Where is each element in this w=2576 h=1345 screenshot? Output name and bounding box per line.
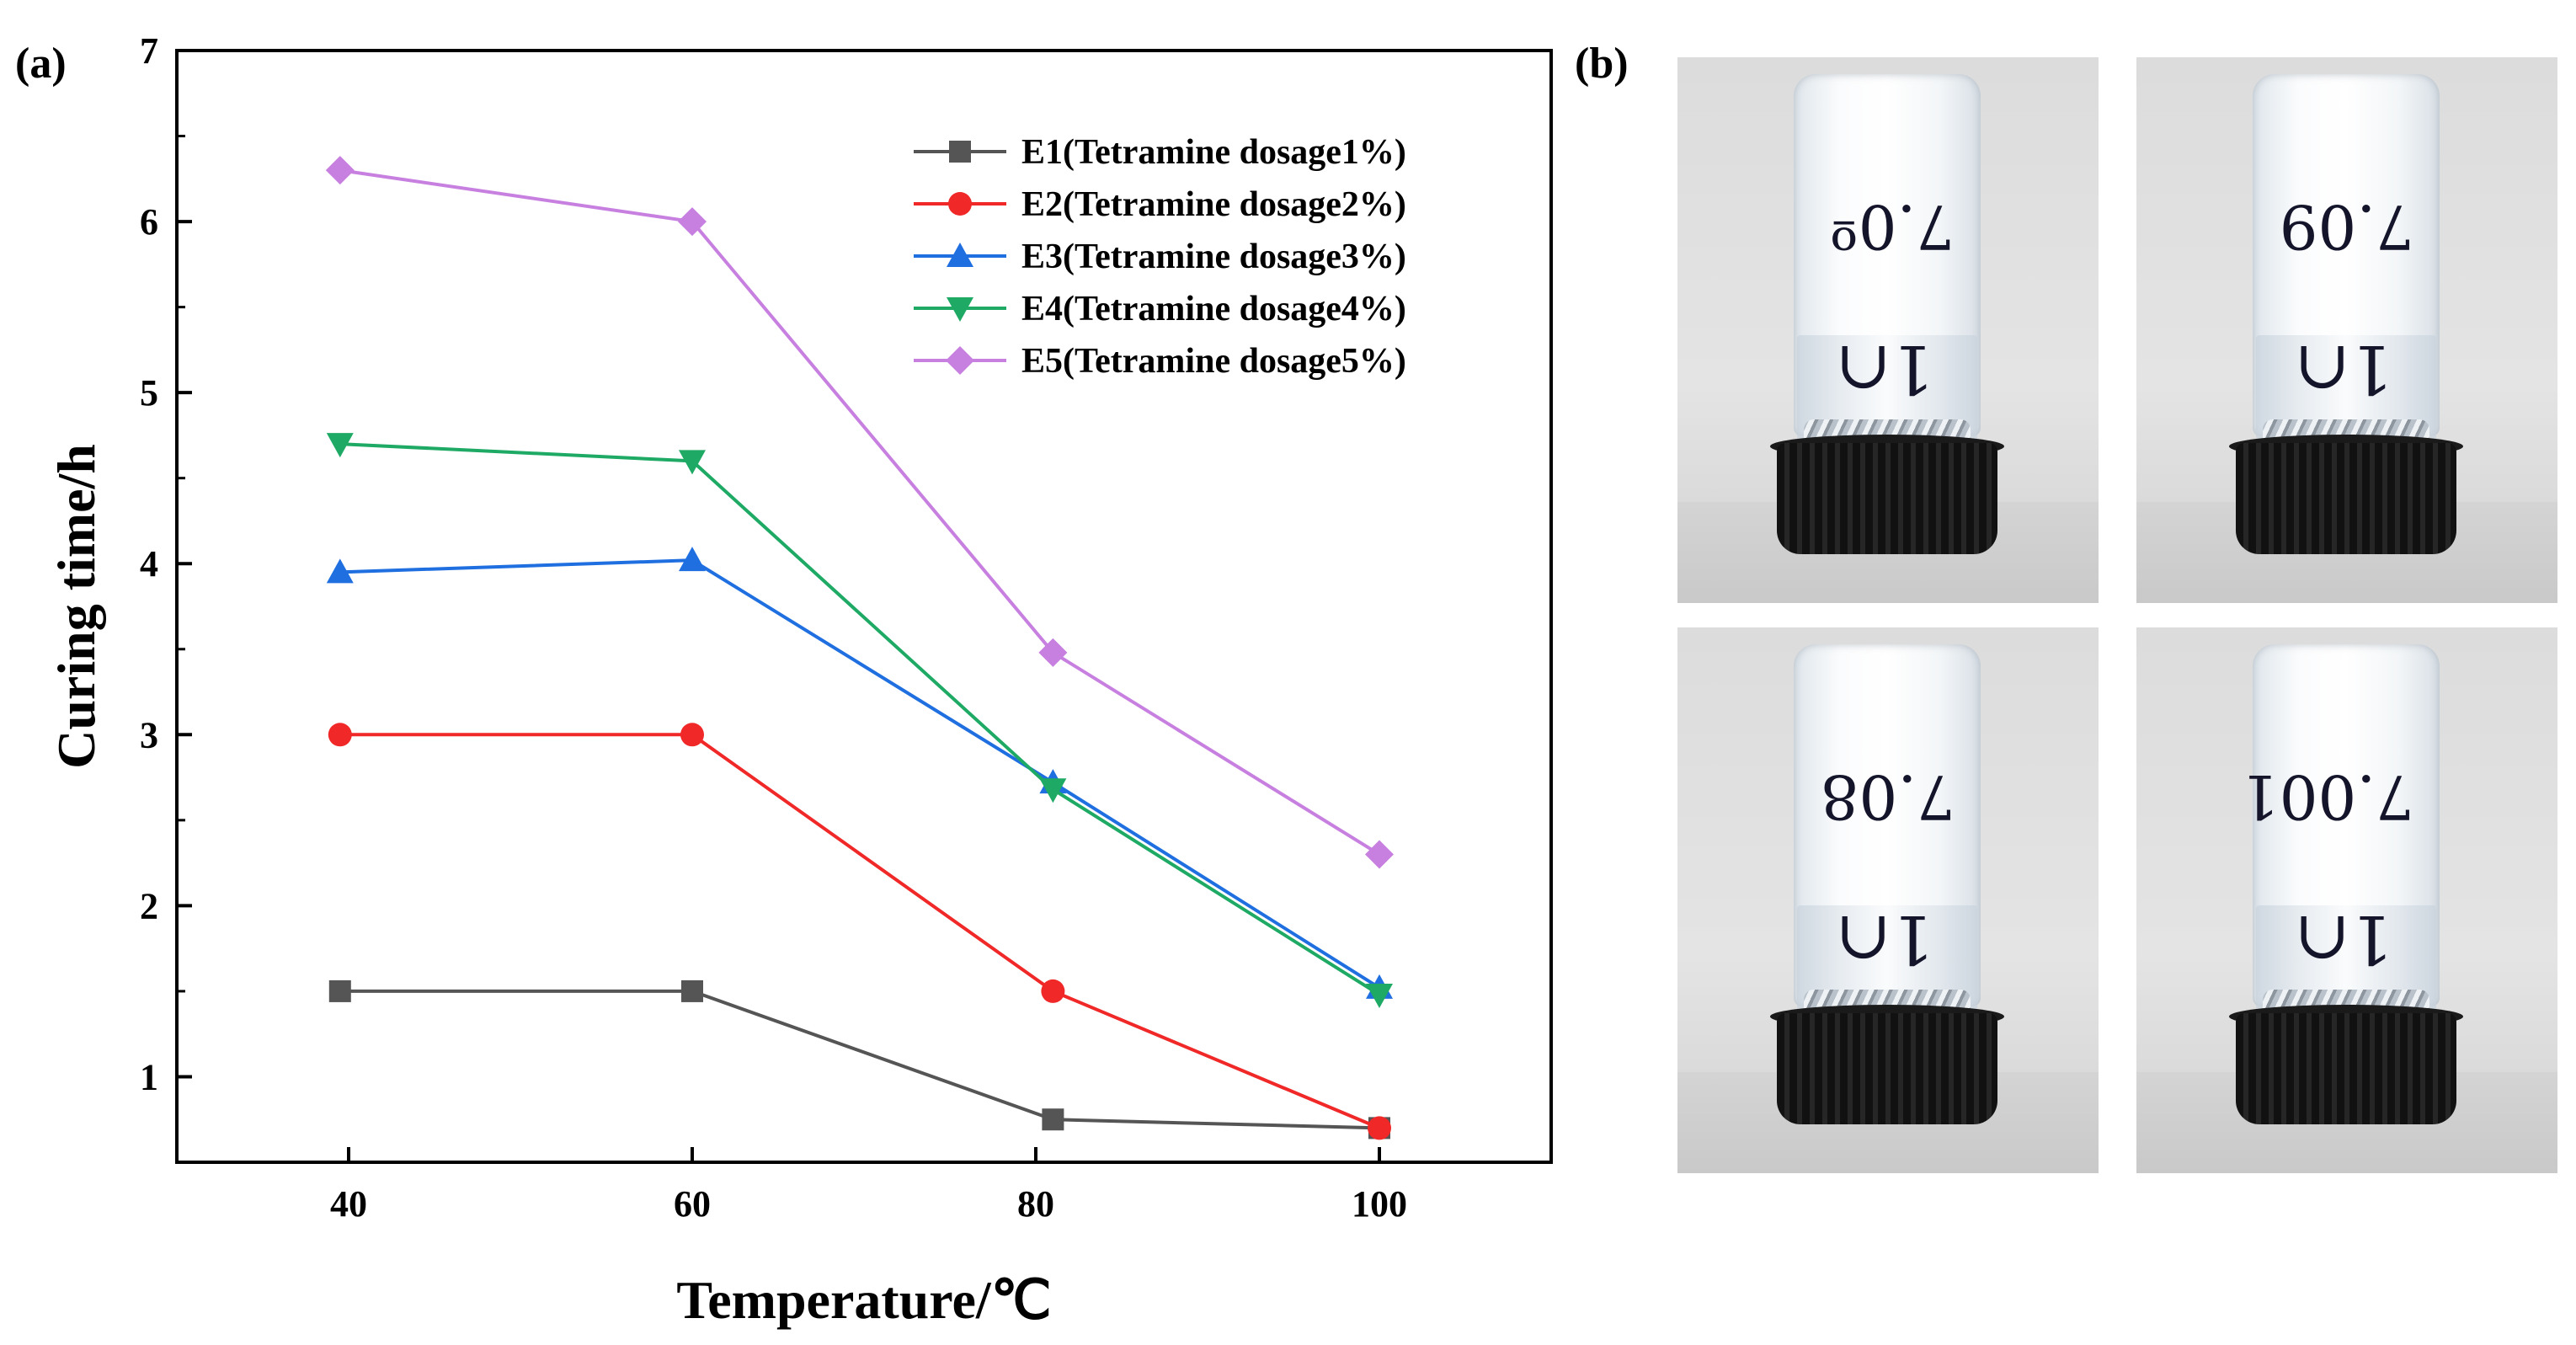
vial-handwriting-bottom: 1∩: [2294, 900, 2393, 979]
legend-label: E3(Tetramine dosage3%): [1021, 238, 1406, 276]
data-point-e5: [1038, 638, 1068, 667]
data-point-e1: [1042, 1108, 1064, 1131]
vial-photo-2: 7.09 1∩: [2136, 57, 2557, 603]
y-tick-label: 7: [140, 30, 158, 72]
data-point-e1: [681, 979, 703, 1002]
data-point-e4: [326, 433, 354, 458]
legend-label: E5(Tetramine dosage5%): [1021, 342, 1406, 381]
y-tick-label: 4: [140, 543, 158, 584]
legend-label: E4(Tetramine dosage4%): [1021, 290, 1406, 328]
x-tick-label: 80: [1017, 1183, 1054, 1225]
vial-cap: [2236, 1013, 2456, 1124]
x-tick-label: 40: [330, 1183, 367, 1225]
data-point-e4: [1366, 983, 1393, 1008]
data-point-e2: [1368, 1116, 1391, 1140]
vial-handwriting-bottom: 1∩: [2294, 330, 2393, 408]
data-point-e5: [678, 207, 707, 237]
data-point-e5: [1365, 840, 1394, 869]
y-tick-label: 1: [140, 1056, 158, 1097]
x-axis-title: Temperature/℃: [676, 1270, 1051, 1330]
vial-photo-3: 7.08 1∩: [1677, 627, 2099, 1173]
series-layer: [325, 156, 1394, 1140]
y-tick-label: 3: [140, 714, 158, 755]
legend-label: E1(Tetramine dosage1%): [1021, 133, 1406, 172]
vial-photo-1: 7.0º 1∩: [1677, 57, 2099, 603]
data-point-e1: [328, 979, 351, 1002]
vial-handwriting-bottom: 1∩: [1835, 330, 1934, 408]
legend-marker: [949, 141, 971, 163]
legend-marker: [948, 192, 972, 216]
vial-cap: [1777, 1013, 1997, 1124]
x-axis-ticks: 40 60 80 100: [330, 1147, 1407, 1225]
x-tick-label: 60: [674, 1183, 711, 1225]
series-line-e4: [339, 442, 1381, 996]
plot-area-frame: [175, 49, 1553, 1164]
legend-marker: [946, 346, 974, 375]
vial-handwriting-top: 7.08: [1820, 761, 1955, 832]
y-tick-label: 6: [140, 201, 158, 243]
series-line-e2: [339, 733, 1380, 1130]
data-point-e3: [679, 547, 706, 572]
y-tick-label: 2: [140, 885, 158, 926]
data-point-e4: [1039, 778, 1067, 803]
data-point-e3: [326, 558, 354, 584]
series-line-e5: [339, 168, 1381, 857]
series-line-e3: [339, 558, 1381, 990]
vial-handwriting-top: 7.0º: [1829, 191, 1955, 262]
vial-handwriting-top: 7.09: [2279, 191, 2414, 262]
panel-a-label: (a): [15, 40, 67, 88]
y-tick-label: 5: [140, 372, 158, 414]
y-axis-title: Curing time/h: [46, 444, 106, 769]
data-point-e2: [328, 723, 352, 747]
legend-marker: [947, 243, 973, 267]
data-point-e2: [1041, 979, 1065, 1003]
data-point-e2: [680, 723, 704, 747]
data-point-e5: [325, 156, 355, 185]
vial-handwriting-bottom: 1∩: [1835, 900, 1934, 979]
vial-photo-4: 7.001 1∩: [2136, 627, 2557, 1173]
legend-marker: [947, 297, 973, 322]
y-axis-ticks: 1 2 3 4 5 6 7: [140, 30, 192, 1097]
series-line-e1: [339, 989, 1380, 1130]
data-point-e4: [679, 450, 706, 475]
panel-b-label: (b): [1575, 40, 1629, 88]
vial-cap: [2236, 443, 2456, 554]
vial-cap: [1777, 443, 1997, 554]
legend: E1(Tetramine dosage1%) E2(Tetramine dosag…: [914, 133, 1406, 381]
vial-handwriting-top: 7.001: [2240, 761, 2414, 832]
x-tick-label: 100: [1352, 1183, 1407, 1225]
legend-label: E2(Tetramine dosage2%): [1021, 185, 1406, 224]
